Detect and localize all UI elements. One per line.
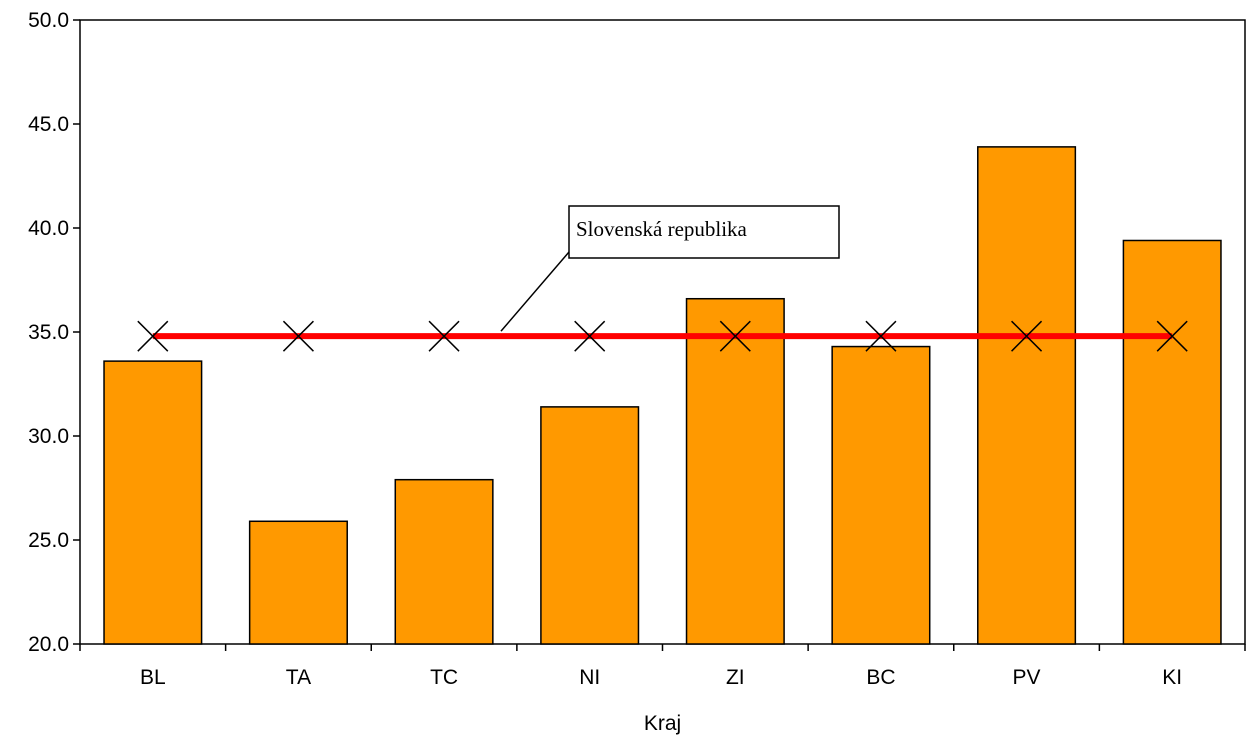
bar-series <box>103 146 1222 645</box>
y-tick-label: 50.0 <box>28 9 69 32</box>
bar-ni <box>540 406 640 645</box>
line-marker-bc <box>865 320 897 352</box>
callout-box <box>568 205 840 259</box>
bar-tc <box>394 478 494 645</box>
x-tick-label-tc: TC <box>430 666 458 689</box>
line-marker-zi <box>719 320 751 352</box>
y-tick-label: 40.0 <box>28 217 69 240</box>
x-tick-label-ki: KI <box>1162 666 1182 689</box>
x-tick-label-zi: ZI <box>726 666 745 689</box>
bar-ta <box>248 520 348 645</box>
line-marker-bl <box>137 320 169 352</box>
x-tick-label-bc: BC <box>866 666 895 689</box>
x-axis-title: Kraj <box>644 712 681 735</box>
x-axis: BL TA TC NI ZI BC PV KI <box>79 644 1246 689</box>
y-tick-label: 25.0 <box>28 529 69 552</box>
callout-annotation: Slovenská republika <box>500 205 840 332</box>
y-tick-label: 20.0 <box>28 633 69 656</box>
callout-leader-line <box>500 251 570 332</box>
bar-pv <box>977 146 1077 645</box>
x-tick-label-ta: TA <box>286 666 311 689</box>
x-tick-label-pv: PV <box>1013 666 1041 689</box>
bar-bc <box>831 345 931 645</box>
line-marker-ni <box>574 320 606 352</box>
callout-label: Slovenská republika <box>576 217 748 241</box>
y-tick-label: 35.0 <box>28 321 69 344</box>
y-tick-label: 45.0 <box>28 113 69 136</box>
line-series-slovenska-republika <box>137 320 1188 352</box>
line-marker-ta <box>282 320 314 352</box>
y-tick-label: 30.0 <box>28 425 69 448</box>
bar-ki <box>1122 239 1222 645</box>
y-axis: 20.0 25.0 30.0 35.0 40.0 45.0 50.0 <box>28 9 80 656</box>
bar-bl <box>103 360 203 645</box>
bar-zi <box>685 297 785 645</box>
line-marker-tc <box>428 320 460 352</box>
x-tick-label-bl: BL <box>140 666 166 689</box>
line-marker-pv <box>1011 320 1043 352</box>
line-marker-ki <box>1156 320 1188 352</box>
x-tick-label-ni: NI <box>579 666 600 689</box>
